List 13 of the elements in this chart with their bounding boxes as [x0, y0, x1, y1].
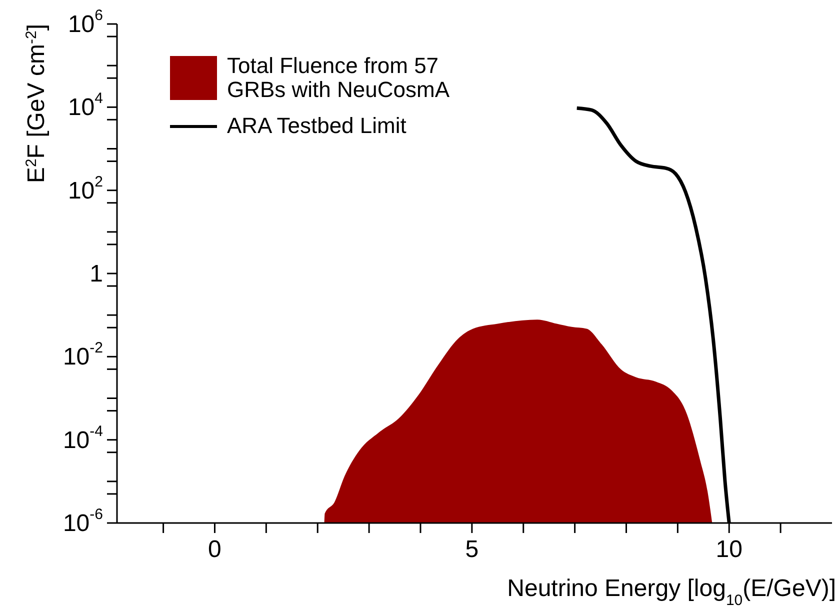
- x-tick-label: 5: [465, 536, 479, 562]
- y-tick-label: 10$^{-4}$: [62, 422, 103, 454]
- x-axis-title: Neutrino Energy [log$_{10}$(E/GeV)]: [507, 575, 836, 608]
- legend-label: Total Fluence from 57 GRBs with NeuCosmA: [227, 53, 451, 102]
- y-tick-label: 10$^{-2}$: [62, 340, 103, 370]
- y-tick-label: 10$^{-6}$: [62, 506, 103, 536]
- x-tick-label: 0: [208, 536, 222, 562]
- y-tick-label: 1: [90, 260, 103, 287]
- x-tick-label: 10: [716, 536, 742, 562]
- y-tick-label: 10$^{6}$: [68, 7, 103, 38]
- y-tick-label: 10$^{2}$: [68, 173, 103, 204]
- y-tick-label: 10$^{4}$: [68, 90, 103, 121]
- legend-label: ARA Testbed Limit: [227, 113, 408, 138]
